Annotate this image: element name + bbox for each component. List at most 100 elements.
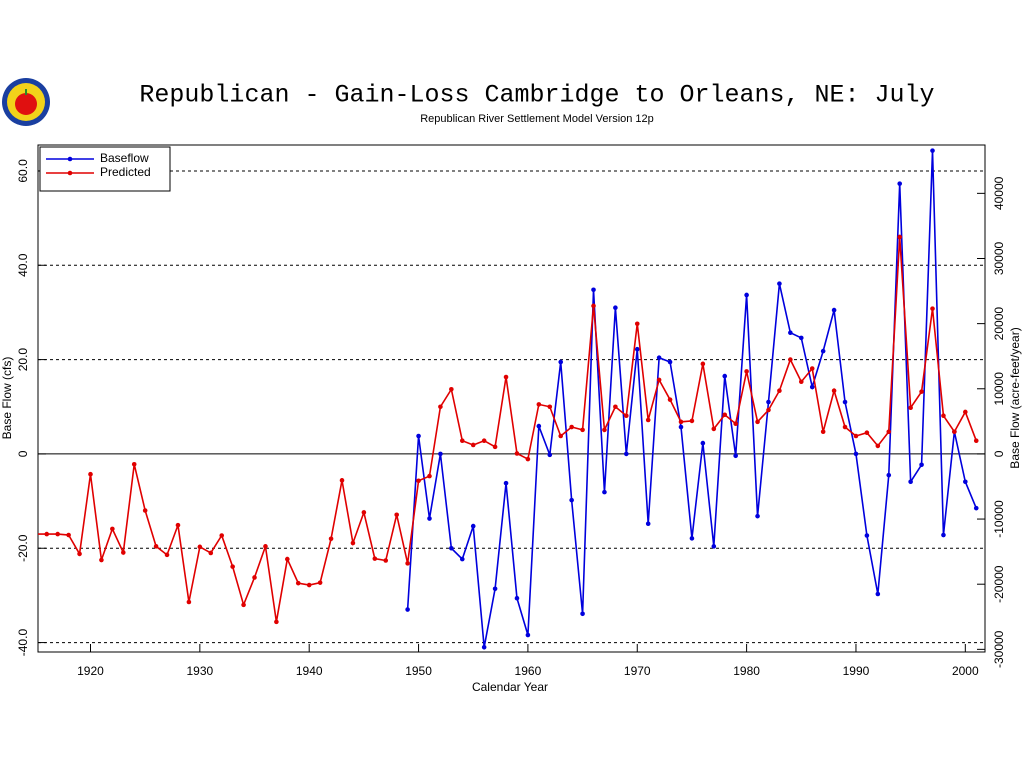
point [470,442,476,448]
legend-box [39,146,171,192]
y2-tick-label: -30000 [992,630,1006,668]
point [536,402,542,407]
point [897,234,903,240]
point [875,591,881,597]
x-tick-label: 1940 [296,664,323,678]
point [788,330,793,336]
point [820,429,826,435]
point [864,533,870,538]
point [602,489,607,495]
point [427,516,432,521]
point [372,556,378,561]
point [120,550,126,555]
point [339,478,345,483]
point [700,361,706,367]
series [38,234,979,625]
point [405,607,410,612]
point [711,544,717,549]
y-tick-label: 0 [16,450,30,457]
point [689,536,695,541]
point [733,421,738,427]
point [306,582,312,588]
point [186,599,192,605]
point [886,472,892,478]
point [667,397,673,402]
y2-tick-label: -10000 [992,500,1006,538]
y2-tick-label: 20000 [992,307,1006,341]
logo [2,78,50,126]
point [131,461,137,467]
point [449,545,454,551]
point [514,451,520,456]
point [295,580,301,586]
point [394,512,399,518]
point [219,533,225,538]
point [722,412,728,418]
x-tick-label: 2000 [952,664,979,678]
y-tick-label: -20.0 [16,534,30,562]
point [798,335,804,341]
y2-tick-label: 30000 [992,241,1006,275]
point [416,433,421,439]
point [558,359,564,365]
point [44,531,50,537]
series [405,148,979,650]
point [973,505,979,511]
point [886,429,892,435]
x-tick-label: 1970 [624,664,651,678]
x-tick-label: 1950 [405,664,432,678]
y2-tick-label: 0 [992,450,1006,457]
point [853,451,859,457]
point [645,417,651,423]
point [438,404,443,410]
point [656,355,662,361]
point [777,281,782,286]
point [328,536,334,542]
point [503,374,509,380]
point [274,619,279,625]
point [88,471,93,477]
point [38,533,39,535]
point [569,424,574,430]
point [459,438,465,444]
y-tick-label: 60.0 [16,159,30,183]
point [153,544,159,549]
y-tick-label: -40.0 [16,629,30,657]
point [941,532,946,538]
point [263,544,268,549]
y-tick-label: 40.0 [16,253,30,277]
point [591,287,596,293]
point [285,556,290,562]
point [798,379,804,385]
y-axis-label: Base Flow (cfs) [0,357,14,440]
point [142,508,148,513]
legend-label: Predicted [100,165,151,179]
point [809,384,815,390]
point [634,346,640,352]
point [930,306,935,311]
chart-subtitle: Republican River Settlement Model Versio… [420,113,654,125]
y-tick-label: 20.0 [16,348,30,372]
x-axis-label: Calendar Year [472,680,548,694]
point [536,423,542,429]
point [875,443,881,449]
point [842,399,848,405]
point [733,453,738,459]
point [547,404,553,410]
point [853,433,859,439]
point [897,181,903,186]
legend-point [67,156,73,162]
point [711,426,717,432]
point [831,307,837,313]
point [624,413,629,419]
point [864,430,870,435]
point [722,373,728,379]
point [361,510,367,515]
point [809,366,815,371]
x-tick-label: 1960 [515,664,542,678]
y2-tick-label: -20000 [992,565,1006,603]
point [230,564,235,569]
point [788,357,793,362]
point [558,433,564,439]
